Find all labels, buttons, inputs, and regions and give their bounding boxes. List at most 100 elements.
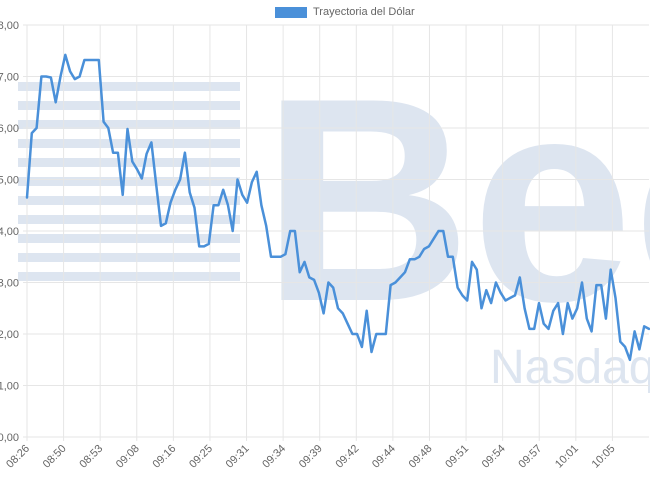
data-point[interactable] <box>584 316 590 322</box>
data-point[interactable] <box>230 228 236 234</box>
data-point[interactable] <box>325 280 331 286</box>
data-point[interactable] <box>368 349 374 355</box>
data-point[interactable] <box>187 189 193 195</box>
data-point[interactable] <box>459 292 465 298</box>
data-point[interactable] <box>244 200 250 206</box>
data-point[interactable] <box>239 192 245 198</box>
data-point[interactable] <box>622 344 628 350</box>
data-point[interactable] <box>364 308 370 314</box>
data-point[interactable] <box>354 331 360 337</box>
data-point[interactable] <box>531 326 537 332</box>
data-point[interactable] <box>191 205 197 211</box>
data-point[interactable] <box>249 179 255 185</box>
data-point[interactable] <box>177 177 183 183</box>
data-point[interactable] <box>335 305 341 311</box>
data-point[interactable] <box>402 269 408 275</box>
data-point[interactable] <box>569 316 575 322</box>
data-point[interactable] <box>603 316 609 322</box>
data-point[interactable] <box>474 267 480 273</box>
data-point[interactable] <box>34 125 40 131</box>
data-point[interactable] <box>483 287 489 293</box>
data-point[interactable] <box>627 357 633 363</box>
data-point[interactable] <box>101 119 107 125</box>
data-point[interactable] <box>574 305 580 311</box>
data-point[interactable] <box>115 150 121 156</box>
data-point[interactable] <box>479 305 485 311</box>
data-point[interactable] <box>292 228 298 234</box>
data-point[interactable] <box>48 75 54 81</box>
data-point[interactable] <box>105 125 111 131</box>
data-point[interactable] <box>636 346 642 352</box>
data-point[interactable] <box>498 290 504 296</box>
data-point[interactable] <box>550 308 556 314</box>
data-point[interactable] <box>450 254 456 260</box>
data-point[interactable] <box>392 280 398 286</box>
data-point[interactable] <box>464 298 470 304</box>
data-point[interactable] <box>168 200 174 206</box>
data-point[interactable] <box>215 202 221 208</box>
data-point[interactable] <box>598 282 604 288</box>
data-point[interactable] <box>153 182 159 188</box>
data-point[interactable] <box>120 192 126 198</box>
data-point[interactable] <box>53 99 59 105</box>
data-point[interactable] <box>512 292 518 298</box>
data-point[interactable] <box>129 158 135 164</box>
data-point[interactable] <box>172 187 178 193</box>
data-point[interactable] <box>297 269 303 275</box>
data-point[interactable] <box>96 57 102 63</box>
data-point[interactable] <box>345 321 351 327</box>
data-point[interactable] <box>163 220 169 226</box>
data-point[interactable] <box>431 236 437 242</box>
data-point[interactable] <box>469 259 475 265</box>
data-point[interactable] <box>416 254 422 260</box>
data-point[interactable] <box>330 285 336 291</box>
data-point[interactable] <box>488 300 494 306</box>
data-point[interactable] <box>258 202 264 208</box>
data-point[interactable] <box>206 241 212 247</box>
data-point[interactable] <box>311 277 317 283</box>
data-point[interactable] <box>220 187 226 193</box>
data-point[interactable] <box>321 310 327 316</box>
data-point[interactable] <box>316 290 322 296</box>
data-point[interactable] <box>555 300 561 306</box>
data-point[interactable] <box>617 339 623 345</box>
data-point[interactable] <box>340 310 346 316</box>
data-point[interactable] <box>62 52 68 58</box>
data-point[interactable] <box>139 175 145 181</box>
data-point[interactable] <box>517 274 523 280</box>
data-point[interactable] <box>282 251 288 257</box>
data-point[interactable] <box>29 130 35 136</box>
data-point[interactable] <box>182 150 188 156</box>
data-point[interactable] <box>565 300 571 306</box>
chart-legend[interactable]: Trayectoria del Dólar <box>275 4 415 20</box>
data-point[interactable] <box>560 331 566 337</box>
data-point[interactable] <box>302 259 308 265</box>
data-point[interactable] <box>455 285 461 291</box>
data-point[interactable] <box>225 202 231 208</box>
data-point[interactable] <box>67 68 73 74</box>
data-point[interactable] <box>254 169 260 175</box>
data-point[interactable] <box>235 177 241 183</box>
data-point[interactable] <box>440 228 446 234</box>
data-point[interactable] <box>546 326 552 332</box>
data-point[interactable] <box>124 126 130 132</box>
data-point[interactable] <box>383 331 389 337</box>
data-point[interactable] <box>148 139 154 145</box>
data-point[interactable] <box>77 74 83 80</box>
data-point[interactable] <box>493 280 499 286</box>
data-point[interactable] <box>263 223 269 229</box>
data-point[interactable] <box>359 344 365 350</box>
data-point[interactable] <box>522 305 528 311</box>
data-point[interactable] <box>589 328 595 334</box>
data-point[interactable] <box>144 151 150 157</box>
data-point[interactable] <box>536 300 542 306</box>
data-point[interactable] <box>397 274 403 280</box>
data-point[interactable] <box>632 328 638 334</box>
data-point[interactable] <box>24 195 30 201</box>
data-point[interactable] <box>613 295 619 301</box>
data-point[interactable] <box>426 243 432 249</box>
data-point[interactable] <box>134 166 140 172</box>
data-point[interactable] <box>608 267 614 273</box>
data-point[interactable] <box>541 321 547 327</box>
data-point[interactable] <box>57 74 63 80</box>
